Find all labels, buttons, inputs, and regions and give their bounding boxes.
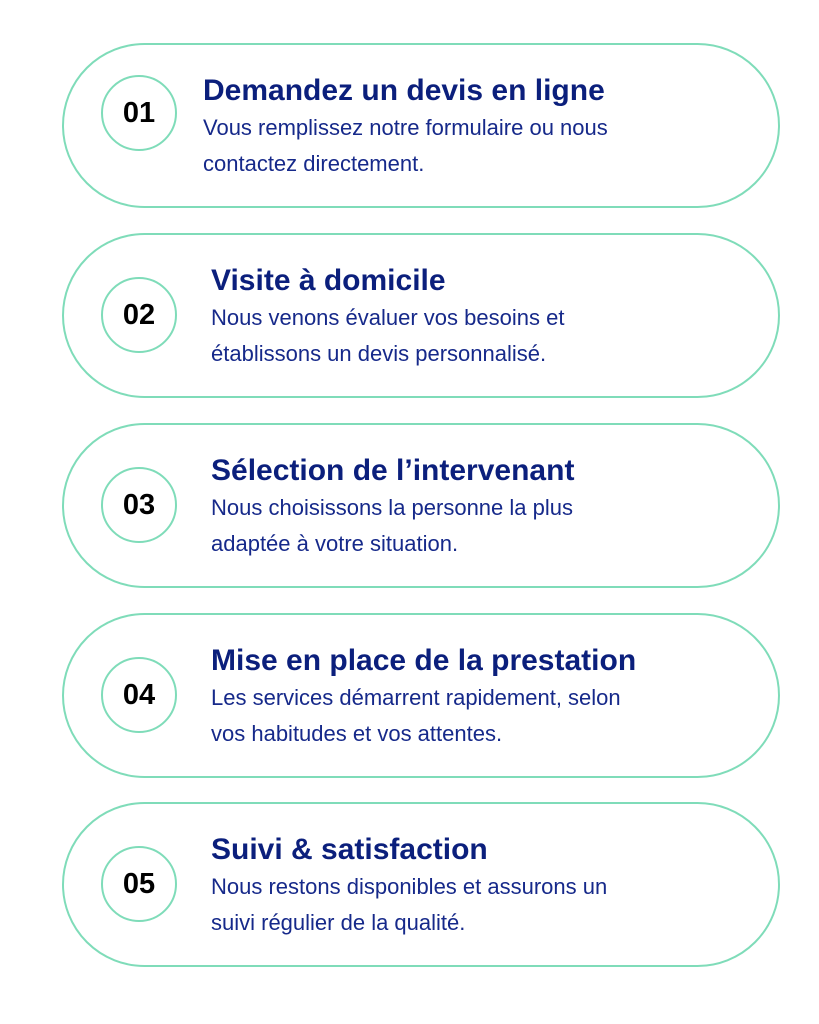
step-title: Mise en place de la prestation — [211, 644, 637, 677]
step-number-badge: 04 — [101, 657, 177, 733]
step-description-line: Nous restons disponibles et assurons un — [211, 874, 608, 899]
step-number-badge: 02 — [101, 277, 177, 353]
step-card: 03 Sélection de l’intervenant Nous chois… — [62, 423, 780, 588]
step-card: 05 Suivi & satisfaction Nous restons dis… — [62, 802, 780, 967]
step-number-badge: 01 — [101, 75, 177, 151]
step-title: Suivi & satisfaction — [211, 833, 488, 866]
step-description-line: Les services démarrent rapidement, selon — [211, 685, 621, 710]
step-number-badge: 05 — [101, 846, 177, 922]
step-text: Sélection de l’intervenant Nous choisiss… — [211, 453, 574, 561]
step-number-badge: 03 — [101, 467, 177, 543]
step-description-line: établissons un devis personnalisé. — [211, 341, 547, 366]
step-card: 04 Mise en place de la prestation Les se… — [62, 613, 780, 778]
step-description-line: vos habitudes et vos attentes. — [211, 721, 503, 746]
step-description-line: adaptée à votre situation. — [211, 531, 459, 556]
step-title: Sélection de l’intervenant — [211, 454, 575, 487]
step-description-line: Nous venons évaluer vos besoins et — [211, 305, 565, 330]
step-text: Mise en place de la prestation Les servi… — [211, 643, 636, 751]
step-text: Demandez un devis en ligne Vous rempliss… — [203, 73, 608, 181]
step-title: Demandez un devis en ligne — [203, 74, 605, 107]
step-title: Visite à domicile — [211, 264, 446, 297]
step-text: Visite à domicile Nous venons évaluer vo… — [211, 263, 564, 371]
step-description-line: contactez directement. — [203, 151, 425, 176]
step-text: Suivi & satisfaction Nous restons dispon… — [211, 832, 607, 940]
step-description-line: Vous remplissez notre formulaire ou nous — [203, 115, 608, 140]
step-card: 01 Demandez un devis en ligne Vous rempl… — [62, 43, 780, 208]
step-card: 02 Visite à domicile Nous venons évaluer… — [62, 233, 780, 398]
step-description-line: suivi régulier de la qualité. — [211, 910, 466, 935]
step-description-line: Nous choisissons la personne la plus — [211, 495, 573, 520]
